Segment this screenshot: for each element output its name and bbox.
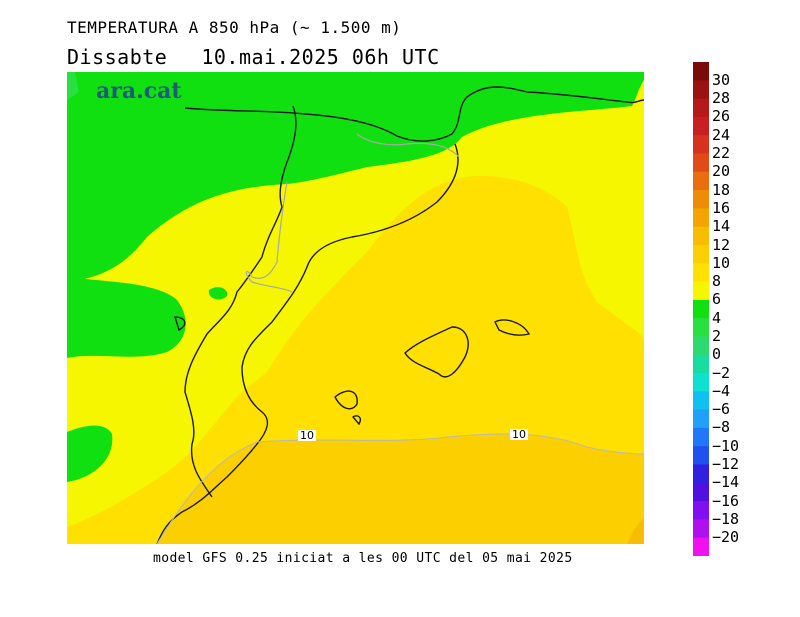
scale-swatch [693,501,709,520]
scale-label: 18 [712,180,731,199]
scale-label: 16 [712,198,731,217]
scale-label: −14 [712,473,740,492]
scale-swatch [693,153,709,173]
scale-label: −4 [712,381,731,400]
scale-swatch [693,190,709,209]
isoline-label: 10 [298,429,316,442]
scale-label: 28 [712,89,731,108]
scale-swatch [693,244,709,264]
scale-label: 4 [712,308,722,327]
scale-label: 14 [712,217,731,236]
scale-swatch [693,446,709,466]
scale-swatch [693,263,709,283]
scale-label: 30 [712,70,731,89]
isoline-label: 10 [510,428,528,441]
isoline-10 [156,433,644,544]
scale-swatch [693,62,709,81]
scale-swatch [693,80,709,100]
scale-swatch [693,409,709,429]
scale-swatch [693,373,709,392]
scale-label: 26 [712,107,731,126]
scale-label: 24 [712,125,731,144]
scale-label: −20 [712,528,740,547]
color-scale-bar [693,62,709,556]
zone-above-14 [627,518,644,544]
forecast-day: Dissabte [67,45,168,69]
scale-swatch [693,427,709,447]
zone-below-6-south [67,425,113,482]
scale-label: 10 [712,253,731,272]
scale-label: −10 [712,436,740,455]
scale-swatch [693,135,709,154]
scale-label: −6 [712,400,731,419]
scale-label: 6 [712,290,722,309]
zone-above-12 [157,434,644,544]
scale-swatch [693,482,709,502]
scale-swatch [693,98,709,118]
borders [245,133,460,293]
forecast-time: Dissabte 10.mai.2025 06h UTC [67,45,440,69]
scale-label: −18 [712,509,740,528]
zone-below-4-patch [67,72,79,100]
scale-swatch [693,208,709,228]
zone-below-6-pyrenees-west [67,277,186,358]
scale-label: 0 [712,345,722,364]
scale-label: 2 [712,326,722,345]
scale-swatch [693,116,709,136]
temperature-map [67,72,644,544]
coastline [156,86,644,544]
scale-label: 20 [712,162,731,181]
zone-below-6-spot [208,287,228,300]
scale-swatch [693,464,709,484]
scale-swatch [693,391,709,411]
scale-label: 8 [712,272,722,291]
scale-label: 12 [712,235,731,254]
map-title: TEMPERATURA A 850 hPa (~ 1.500 m) [67,18,402,37]
scale-swatch [693,226,709,246]
scale-swatch [693,299,709,319]
scale-label: −16 [712,491,740,510]
scale-label: −12 [712,455,740,473]
scale-label: 22 [712,144,731,162]
scale-label: −2 [712,363,731,382]
scale-swatch [693,537,709,556]
model-info: model GFS 0.25 iniciat a les 00 UTC del … [153,551,573,566]
forecast-datetime: 10.mai.2025 06h UTC [201,45,440,69]
scale-swatch [693,336,709,356]
scale-swatch [693,171,709,191]
brand-logo[interactable]: ara.cat [96,78,182,104]
scale-swatch [693,519,709,539]
zone-below-6 [67,72,644,282]
scale-swatch [693,318,709,337]
scale-swatch [693,354,709,374]
scale-swatch [693,281,709,301]
scale-label: −8 [712,418,731,437]
